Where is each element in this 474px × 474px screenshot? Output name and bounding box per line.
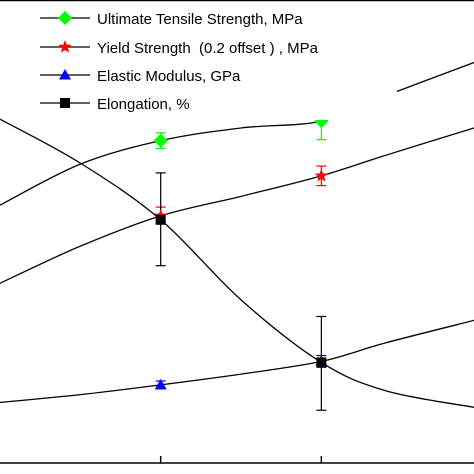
legend-item-modulus: Elastic Modulus, GPa (40, 68, 241, 85)
data-point-star-2 (314, 168, 329, 182)
legend-label-uts: Ultimate Tensile Strength, MPa (97, 11, 303, 28)
legend-marker-square (60, 98, 70, 108)
legend: Ultimate Tensile Strength, MPa Yield Str… (25, 2, 397, 120)
legend-label-yield: Yield Strength (0.2 offset ) , MPa (97, 40, 319, 57)
data-point-square-1 (155, 214, 166, 225)
legend-item-elongation: Elongation, % (40, 96, 190, 113)
legend-label-modulus: Elastic Modulus, GPa (97, 68, 241, 85)
data-point-diamond-1 (153, 133, 168, 148)
data-point-square-2 (316, 357, 327, 368)
legend-marker-diamond-icon (58, 11, 72, 25)
series-line-3 (0, 319, 474, 404)
data-markers (153, 114, 329, 390)
legend-item-yield: Yield Strength (0.2 offset ) , MPa (40, 40, 319, 57)
series-line-2 (0, 127, 474, 284)
legend-background (25, 2, 397, 120)
legend-marker-triangle (59, 69, 71, 80)
legend-marker-triangle-icon (59, 69, 71, 80)
legend-item-uts: Ultimate Tensile Strength, MPa (40, 11, 303, 28)
legend-label-elongation: Elongation, % (97, 96, 190, 113)
legend-marker-square-icon (60, 98, 70, 108)
data-point-triangle-1 (154, 378, 167, 390)
legend-marker-star-icon (58, 40, 72, 53)
legend-marker-star (58, 40, 72, 53)
axes (0, 0, 474, 464)
legend-marker-diamond (58, 11, 72, 25)
series-line-4 (0, 118, 474, 408)
error-bars (155, 101, 327, 411)
